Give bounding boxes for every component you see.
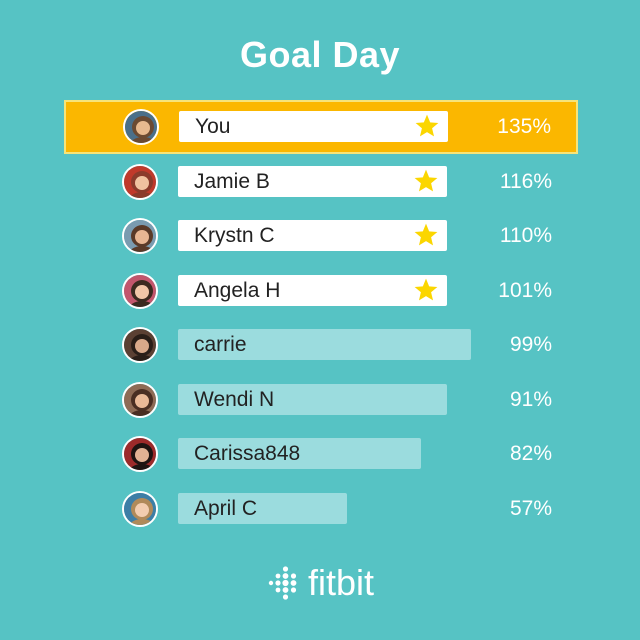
progress-bar: Wendi N [178, 383, 447, 415]
fitbit-dots-icon [268, 566, 297, 600]
leaderboard-row[interactable]: Jamie B 116% [64, 155, 578, 209]
goal-percent: 57% [509, 496, 552, 520]
avatar [122, 381, 158, 418]
leaderboard-row[interactable]: Wendi N 91% [64, 373, 578, 427]
member-name: Krystn C [194, 224, 275, 247]
member-name: Jamie B [194, 169, 270, 193]
progress-bar: You [179, 111, 448, 142]
member-name: Wendi N [194, 387, 275, 411]
progress-bar: Krystn C [178, 220, 447, 251]
member-name: carrie [194, 333, 247, 356]
leaderboard-row[interactable]: Krystn C 110% [64, 209, 578, 263]
star-icon [414, 113, 440, 139]
avatar [122, 218, 158, 254]
leaderboard-row-you[interactable]: You 135% [64, 100, 578, 154]
brand-name: fitbit [307, 562, 375, 603]
goal-percent: 101% [498, 278, 552, 302]
avatar [122, 163, 158, 200]
page-title: Goal Day [239, 34, 401, 75]
goal-percent: 135% [497, 115, 551, 138]
brand-footer: fitbit [0, 562, 640, 610]
avatar [122, 272, 158, 309]
star-icon [413, 222, 439, 248]
goal-percent: 116% [499, 169, 552, 193]
star-icon [413, 277, 439, 303]
leaderboard-row[interactable]: Angela H 101% [64, 264, 578, 318]
progress-bar: April C [178, 492, 347, 524]
avatar [122, 490, 158, 527]
member-name: Carissa848 [194, 442, 301, 465]
star-icon [413, 168, 439, 194]
progress-bar: Angela H [178, 274, 447, 306]
progress-bar: Carissa848 [178, 438, 421, 469]
goal-percent: 99% [509, 333, 552, 356]
progress-bar: carrie [178, 329, 471, 360]
goal-percent: 91% [509, 387, 552, 411]
member-name: April C [194, 496, 258, 520]
progress-bar: Jamie B [178, 165, 447, 197]
member-name: Angela H [194, 278, 281, 302]
goal-percent: 110% [499, 224, 552, 247]
goal-percent: 82% [509, 442, 552, 465]
avatar [122, 327, 158, 363]
avatar [122, 436, 158, 472]
leaderboard-row[interactable]: Carissa848 82% [64, 427, 578, 481]
leaderboard-row[interactable]: carrie 99% [64, 318, 578, 372]
member-name: You [195, 115, 231, 138]
avatar [123, 109, 159, 145]
leaderboard-row[interactable]: April C 57% [64, 482, 578, 536]
